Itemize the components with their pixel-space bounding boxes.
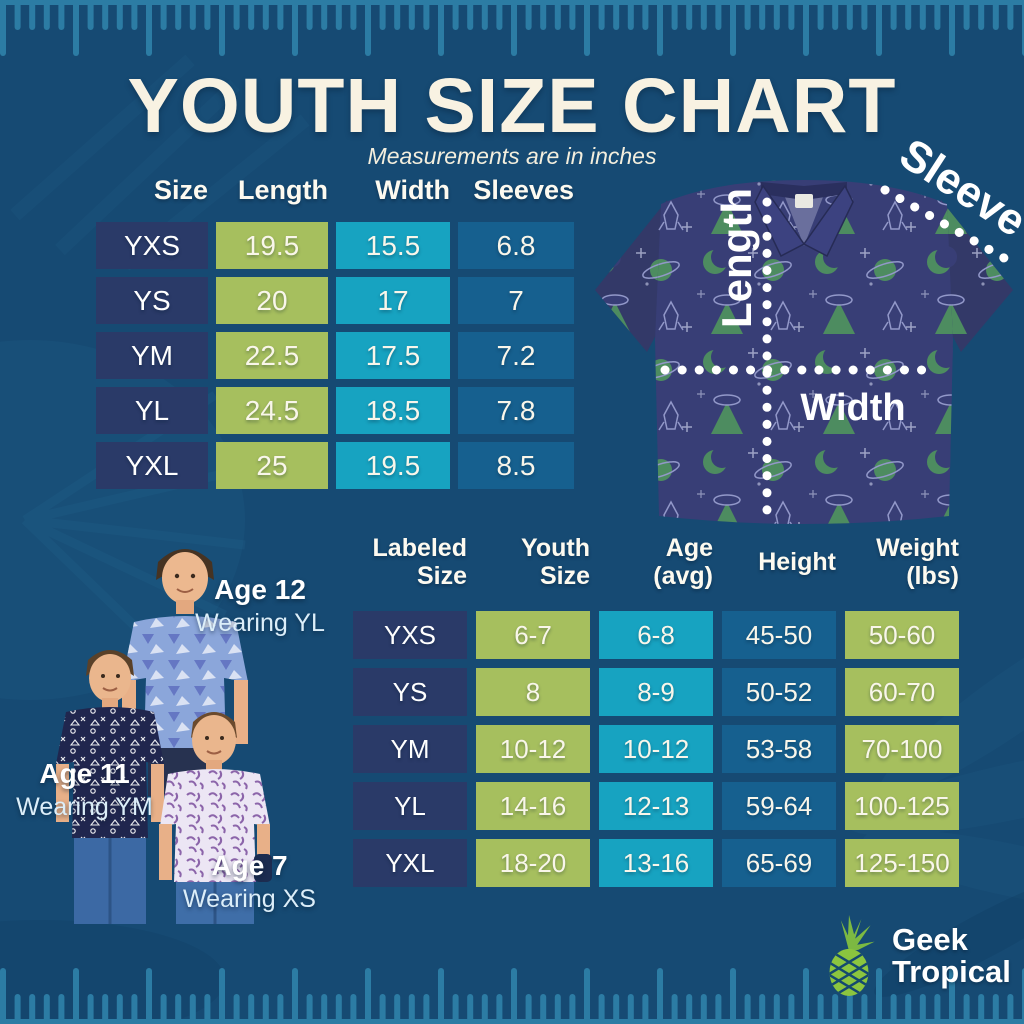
age-fit-table: Labeled Size Youth Size Age (avg) Height We… xyxy=(353,526,959,887)
brand-name-line1: Geek xyxy=(892,921,968,957)
table-cell: 24.5 xyxy=(216,387,328,434)
table-cell: YS xyxy=(96,277,208,324)
table-cell: YM xyxy=(353,725,467,773)
shirt-neck-tag xyxy=(795,194,813,208)
page-subtitle: Measurements are in inches xyxy=(367,143,657,169)
kid-age-11 xyxy=(56,650,164,924)
age-12-text: Age 12 xyxy=(214,574,306,605)
table-cell: 6-7 xyxy=(476,611,590,659)
table-cell: YXL xyxy=(96,442,208,489)
table-cell: 20 xyxy=(216,277,328,324)
age-11-label: Age 11 Wearing YM xyxy=(2,758,167,822)
brand-logo: Geek Tropical xyxy=(812,914,1011,998)
table-cell: 14-16 xyxy=(476,782,590,830)
table-cell: 6.8 xyxy=(458,222,574,269)
table-cell: 50-60 xyxy=(845,611,959,659)
fit-table-header-age: Age (avg) xyxy=(653,534,713,590)
table-cell: 19.5 xyxy=(336,442,450,489)
wearing-yl-text: Wearing YL xyxy=(195,609,325,637)
fit-table-header-height: Height xyxy=(758,548,836,576)
table-cell: 7.8 xyxy=(458,387,574,434)
table-cell: 7 xyxy=(458,277,574,324)
table-cell: 45-50 xyxy=(722,611,836,659)
size-table-header-length: Length xyxy=(238,174,328,205)
size-measurement-table: Size Length Width Sleeves YXS 19.5 15.5 … xyxy=(96,170,574,489)
table-cell: 17 xyxy=(336,277,450,324)
width-label: Width xyxy=(800,387,905,429)
table-cell: 19.5 xyxy=(216,222,328,269)
table-cell: YL xyxy=(96,387,208,434)
wearing-xs-text: Wearing XS xyxy=(183,885,316,913)
table-cell: 70-100 xyxy=(845,725,959,773)
size-table-header-size: Size xyxy=(153,174,208,205)
table-cell: 50-52 xyxy=(722,668,836,716)
kid-models-photo xyxy=(56,549,272,924)
table-cell: YS xyxy=(353,668,467,716)
size-table-header-width: Width xyxy=(375,174,450,205)
table-cell: 12-13 xyxy=(599,782,713,830)
fit-table-header-youth-size: Youth Size xyxy=(521,534,590,590)
table-cell: 59-64 xyxy=(722,782,836,830)
pineapple-icon xyxy=(829,915,875,996)
length-label: Length xyxy=(713,188,760,328)
table-cell: YXS xyxy=(353,611,467,659)
table-cell: 17.5 xyxy=(336,332,450,379)
table-cell: 7.2 xyxy=(458,332,574,379)
table-cell: 125-150 xyxy=(845,839,959,887)
table-cell: 18-20 xyxy=(476,839,590,887)
table-cell: 15.5 xyxy=(336,222,450,269)
shirt-measurement-diagram: Length Width Sleeve xyxy=(595,129,1024,524)
table-cell: 8 xyxy=(476,668,590,716)
fit-table-header-weight: Weight (lbs) xyxy=(876,534,959,590)
table-cell: 22.5 xyxy=(216,332,328,379)
table-cell: 53-58 xyxy=(722,725,836,773)
sleeve-dotted-line xyxy=(880,185,1016,267)
age-7-label: Age 7 Wearing XS xyxy=(172,850,327,914)
shirt-body xyxy=(655,180,953,524)
table-cell: 13-16 xyxy=(599,839,713,887)
table-cell: 6-8 xyxy=(599,611,713,659)
table-cell: 8-9 xyxy=(599,668,713,716)
table-cell: 65-69 xyxy=(722,839,836,887)
table-cell: YM xyxy=(96,332,208,379)
brand-name-line2: Tropical xyxy=(892,954,1011,989)
age-7-text: Age 7 xyxy=(211,850,288,881)
kid-age-7 xyxy=(159,712,272,924)
table-cell: YXL xyxy=(353,839,467,887)
table-cell: 60-70 xyxy=(845,668,959,716)
age-11-text: Age 11 xyxy=(39,758,130,789)
table-cell: YL xyxy=(353,782,467,830)
brand-name: Geek Tropical xyxy=(892,921,1011,989)
wearing-ym-text: Wearing YM xyxy=(16,793,153,821)
table-cell: 10-12 xyxy=(599,725,713,773)
table-cell: 25 xyxy=(216,442,328,489)
page-title: YOUTH SIZE CHART xyxy=(127,63,897,149)
size-table-header-sleeves: Sleeves xyxy=(473,174,574,205)
ruler-top-decoration xyxy=(0,0,1024,58)
age-12-label: Age 12 Wearing YL xyxy=(190,574,330,638)
table-cell: 8.5 xyxy=(458,442,574,489)
table-cell: YXS xyxy=(96,222,208,269)
table-cell: 18.5 xyxy=(336,387,450,434)
table-cell: 100-125 xyxy=(845,782,959,830)
fit-table-header-labeled-size: Labeled Size xyxy=(372,534,467,590)
table-cell: 10-12 xyxy=(476,725,590,773)
